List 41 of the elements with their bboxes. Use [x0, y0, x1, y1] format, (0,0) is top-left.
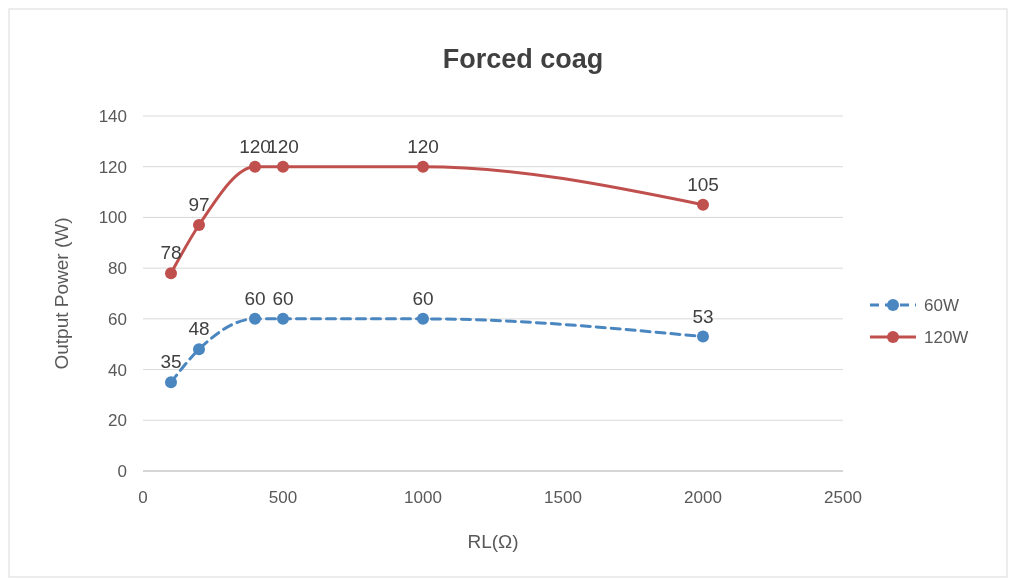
data-label: 78	[160, 242, 182, 264]
y-tick-label: 140	[98, 106, 127, 126]
point	[165, 267, 177, 280]
data-label: 120	[407, 135, 439, 157]
point	[417, 312, 429, 325]
y-tick-label: 100	[98, 208, 127, 228]
point	[249, 160, 261, 173]
y-tick-label: 60	[108, 309, 127, 329]
y-tick-label: 80	[108, 259, 127, 279]
data-label: 60	[272, 287, 294, 309]
legend-label: 120W	[924, 327, 969, 347]
y-axis-title: Output Power (W)	[51, 217, 72, 370]
y-tick-label: 0	[117, 461, 127, 481]
x-tick-label: 2500	[824, 488, 862, 507]
x-tick-label: 500	[268, 488, 298, 507]
point	[417, 160, 429, 173]
x-axis-title: RL(Ω)	[467, 531, 519, 552]
data-label: 60	[244, 287, 266, 309]
x-tick-label: 1000	[404, 488, 442, 507]
point	[277, 160, 289, 173]
point	[165, 376, 177, 389]
chart-title: Forced coag	[442, 44, 604, 74]
point	[193, 343, 205, 356]
x-tick-label: 0	[138, 488, 148, 507]
data-label: 53	[692, 305, 714, 327]
point	[249, 312, 261, 325]
x-tick-label: 1500	[544, 488, 582, 507]
y-tick-label: 120	[98, 157, 127, 177]
point	[277, 312, 289, 325]
data-label: 105	[687, 173, 719, 195]
data-label: 60	[412, 287, 434, 309]
data-label: 97	[188, 194, 210, 216]
legend-label: 60W	[924, 295, 959, 315]
y-tick-label: 40	[108, 360, 127, 380]
y-tick-label: 20	[108, 411, 127, 431]
point	[697, 198, 709, 211]
data-label: 35	[160, 351, 182, 373]
x-tick-label: 2000	[684, 488, 722, 507]
point	[697, 330, 709, 343]
point	[193, 219, 205, 232]
data-label: 48	[188, 318, 210, 340]
